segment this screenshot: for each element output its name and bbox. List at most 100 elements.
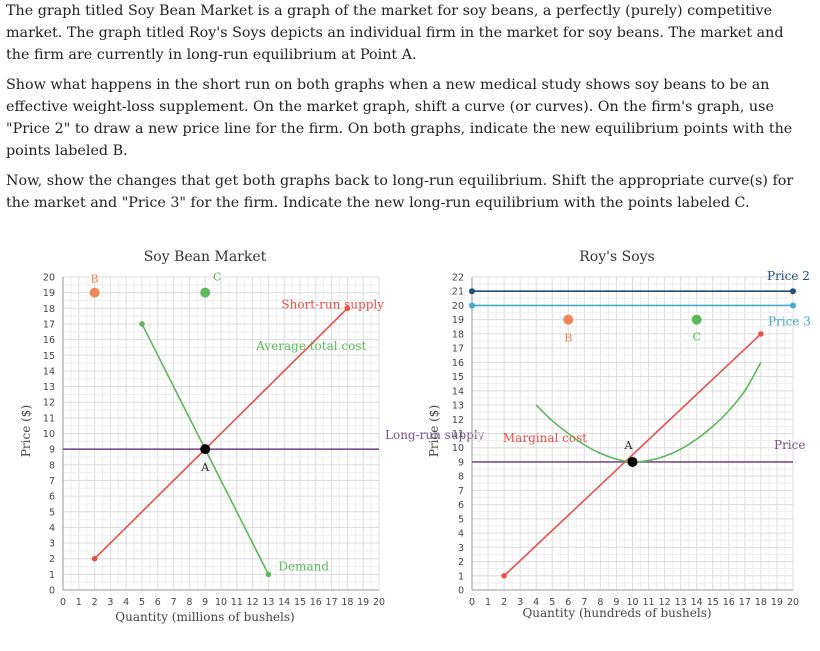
y-tick-label: 20 bbox=[452, 301, 464, 312]
point-b-label: B bbox=[564, 332, 572, 345]
series-marginal-cost[interactable]: Marginal cost bbox=[501, 331, 764, 579]
price-label: Price bbox=[774, 438, 805, 452]
x-tick-label: 18 bbox=[755, 597, 767, 608]
y-tick-label: 18 bbox=[43, 304, 55, 315]
y-tick-label: 8 bbox=[458, 472, 464, 483]
x-axis-title: Quantity (millions of bushels) bbox=[115, 610, 294, 624]
series-price-3[interactable]: Price 3 bbox=[469, 302, 811, 328]
point-c[interactable]: C bbox=[200, 271, 221, 298]
short-run-supply-label: Short-run supply bbox=[281, 297, 384, 311]
short-run-supply-endpoint[interactable] bbox=[344, 305, 351, 312]
point-a[interactable]: A bbox=[200, 444, 210, 474]
x-tick-label: 12 bbox=[247, 597, 259, 608]
marginal-cost-endpoint[interactable] bbox=[758, 331, 764, 337]
x-tick-label: 7 bbox=[171, 597, 177, 608]
x-tick-label: 17 bbox=[326, 597, 338, 608]
y-tick-label: 0 bbox=[49, 586, 55, 597]
point-b-marker[interactable] bbox=[563, 314, 574, 325]
average-total-cost-line[interactable] bbox=[535, 361, 762, 463]
x-tick-label: 4 bbox=[533, 597, 539, 608]
y-tick-label: 18 bbox=[452, 329, 464, 340]
marginal-cost-line[interactable] bbox=[503, 333, 762, 577]
series-average-total-cost[interactable]: Average total cost bbox=[255, 339, 762, 463]
y-tick-label: 6 bbox=[458, 500, 464, 511]
price-2-label: Price 2 bbox=[767, 269, 810, 283]
x-tick-label: 9 bbox=[613, 597, 619, 608]
y-tick-label: 14 bbox=[452, 386, 464, 397]
series-long-run-supply[interactable]: Long-run supply bbox=[63, 428, 485, 450]
x-tick-label: 15 bbox=[294, 597, 306, 608]
point-a-label: A bbox=[624, 439, 634, 452]
y-tick-label: 12 bbox=[452, 415, 464, 426]
x-tick-label: 10 bbox=[626, 597, 638, 608]
price-3-endpoint[interactable] bbox=[469, 302, 475, 309]
x-tick-label: 8 bbox=[186, 597, 192, 608]
long-run-supply-label: Long-run supply bbox=[385, 428, 485, 442]
point-b-label: B bbox=[91, 273, 99, 286]
instruction-paragraph-3: Now, show the changes that get both grap… bbox=[6, 173, 794, 211]
x-tick-label: 16 bbox=[723, 597, 735, 608]
point-b[interactable]: B bbox=[563, 314, 574, 345]
series-price-2[interactable]: Price 2 bbox=[469, 269, 810, 295]
x-tick-label: 8 bbox=[597, 597, 603, 608]
price-3-label: Price 3 bbox=[768, 314, 811, 328]
chart-title: Roy's Soys bbox=[579, 249, 654, 265]
y-tick-label: 17 bbox=[43, 319, 55, 330]
y-tick-label: 13 bbox=[452, 401, 464, 412]
point-c[interactable]: C bbox=[691, 314, 702, 344]
y-tick-label: 11 bbox=[452, 429, 464, 440]
y-tick-label: 1 bbox=[458, 571, 464, 582]
point-a-marker[interactable] bbox=[200, 444, 211, 455]
y-tick-label: 8 bbox=[49, 460, 55, 471]
x-tick-label: 6 bbox=[565, 597, 571, 608]
point-b[interactable]: B bbox=[89, 273, 100, 298]
y-axis-title: Price ($) bbox=[19, 405, 33, 457]
y-tick-label: 6 bbox=[49, 492, 55, 503]
price-3-endpoint[interactable] bbox=[790, 302, 796, 309]
y-tick-label: 21 bbox=[452, 287, 464, 298]
x-tick-label: 5 bbox=[549, 597, 555, 608]
y-tick-label: 19 bbox=[43, 288, 55, 299]
y-tick-label: 16 bbox=[43, 335, 55, 346]
y-tick-label: 22 bbox=[452, 273, 464, 284]
x-tick-label: 7 bbox=[581, 597, 587, 608]
point-b-marker[interactable] bbox=[89, 287, 100, 298]
short-run-supply-endpoint[interactable] bbox=[91, 555, 98, 562]
point-a[interactable]: A bbox=[624, 439, 638, 467]
x-tick-label: 1 bbox=[485, 597, 491, 608]
x-tick-label: 13 bbox=[262, 597, 274, 608]
y-tick-label: 2 bbox=[49, 554, 55, 565]
point-c-label: C bbox=[692, 331, 700, 344]
demand-endpoint[interactable] bbox=[265, 571, 272, 578]
y-tick-label: 15 bbox=[43, 351, 55, 362]
x-tick-label: 12 bbox=[659, 597, 671, 608]
y-axis-title: Price ($) bbox=[427, 405, 441, 457]
price-2-endpoint[interactable] bbox=[790, 288, 796, 295]
y-tick-label: 7 bbox=[458, 486, 464, 497]
demand-endpoint[interactable] bbox=[139, 321, 145, 327]
point-a-marker[interactable] bbox=[627, 456, 638, 467]
point-a-label: A bbox=[200, 461, 210, 474]
x-axis-title: Quantity (hundreds of bushels) bbox=[522, 606, 711, 620]
price-2-endpoint[interactable] bbox=[469, 288, 475, 295]
y-tick-label: 7 bbox=[49, 476, 55, 487]
x-tick-label: 6 bbox=[155, 597, 161, 608]
series-short-run-supply[interactable]: Short-run supply bbox=[91, 297, 384, 562]
x-tick-label: 5 bbox=[139, 597, 145, 608]
point-c-marker[interactable] bbox=[691, 314, 702, 325]
y-tick-label: 1 bbox=[49, 570, 55, 581]
y-tick-label: 3 bbox=[49, 539, 55, 550]
y-tick-label: 4 bbox=[49, 523, 55, 534]
average-total-cost-label: Average total cost bbox=[255, 339, 366, 353]
x-tick-label: 15 bbox=[707, 597, 719, 608]
x-tick-label: 0 bbox=[60, 597, 66, 608]
y-tick-label: 4 bbox=[458, 529, 464, 540]
short-run-supply-line[interactable] bbox=[94, 307, 348, 560]
soy-bean-market-chart: 0 1 2 3 4 5 6 7 8 9 10 11 12 13 14 15 16 17 18 19 2001234567… bbox=[19, 249, 485, 624]
point-c-marker[interactable] bbox=[200, 287, 211, 298]
x-tick-label: 0 bbox=[469, 597, 475, 608]
x-tick-label: 1 bbox=[76, 597, 82, 608]
point-c-label: C bbox=[213, 271, 221, 284]
y-tick-label: 11 bbox=[43, 413, 55, 424]
marginal-cost-endpoint[interactable] bbox=[501, 572, 507, 579]
